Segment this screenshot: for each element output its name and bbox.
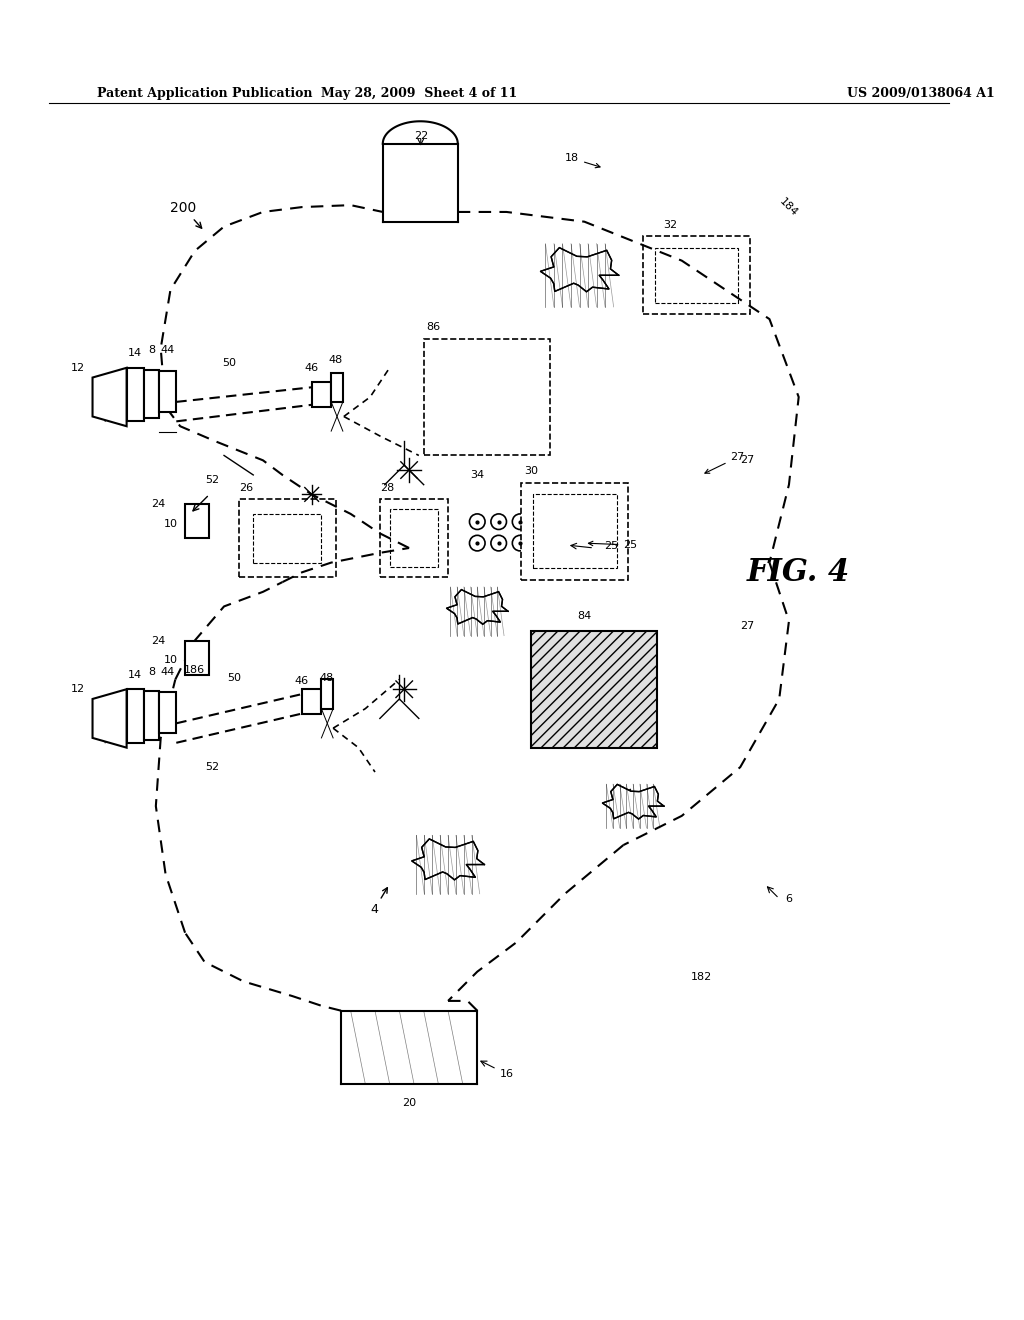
Text: 28: 28 [381,483,395,492]
Bar [302,689,322,714]
Text: 184: 184 [778,197,800,218]
Bar [530,631,657,747]
Text: 12: 12 [71,684,85,694]
Text: 8: 8 [148,346,156,355]
Text: 14: 14 [127,348,141,358]
FancyBboxPatch shape [127,368,144,421]
Text: 182: 182 [690,972,712,982]
Text: 10: 10 [164,519,177,528]
Bar [253,513,322,562]
Text: 52: 52 [205,762,219,772]
Polygon shape [92,368,127,426]
Text: 10: 10 [164,655,177,665]
Text: 22: 22 [414,131,428,141]
Text: 24: 24 [151,499,165,510]
Bar [311,383,331,407]
Text: 46: 46 [295,676,309,686]
Circle shape [512,513,528,529]
Bar [654,248,738,302]
Text: 34: 34 [470,470,484,480]
Circle shape [469,513,485,529]
Text: 44: 44 [161,346,175,355]
Text: 27: 27 [740,455,755,466]
Text: 50: 50 [222,358,236,368]
Text: 12: 12 [71,363,85,372]
Text: 27: 27 [740,620,755,631]
Text: 8: 8 [148,667,156,677]
Bar [239,499,336,577]
Text: 27: 27 [705,453,744,474]
Text: 46: 46 [304,363,318,372]
Text: 200: 200 [170,201,202,228]
Bar [159,371,176,412]
Text: 48: 48 [329,355,343,366]
Text: 44: 44 [161,667,175,677]
Bar [127,689,144,743]
Text: 26: 26 [240,483,254,492]
Bar [424,338,550,455]
Polygon shape [541,248,618,292]
Text: 6: 6 [785,894,793,904]
Bar [322,680,333,709]
Text: 14: 14 [127,669,141,680]
Bar [144,370,159,418]
Polygon shape [602,784,664,818]
Text: 4: 4 [370,888,387,916]
Text: US 2009/0138064 A1: US 2009/0138064 A1 [848,87,995,99]
Bar [331,372,343,401]
Circle shape [512,536,528,550]
Text: 25: 25 [604,541,618,550]
Text: 16: 16 [500,1069,513,1078]
Text: 25: 25 [589,540,638,550]
Polygon shape [92,689,127,747]
Text: 20: 20 [402,1098,416,1109]
Text: Patent Application Publication: Patent Application Publication [97,87,313,99]
Text: 186: 186 [184,665,206,675]
Text: 24: 24 [151,635,165,645]
Text: 18: 18 [565,153,600,168]
Bar [380,499,449,577]
Bar [643,236,750,314]
Bar [389,510,438,568]
Bar [185,504,210,539]
Circle shape [490,513,507,529]
Polygon shape [446,590,508,624]
Bar [159,692,176,733]
Text: 50: 50 [226,672,241,682]
Bar [521,483,629,579]
Circle shape [469,536,485,550]
Circle shape [490,536,507,550]
Text: 86: 86 [426,322,440,331]
Bar [532,495,616,569]
Text: 48: 48 [319,672,334,682]
Bar [144,692,159,741]
Text: 30: 30 [524,466,538,477]
Text: FIG. 4: FIG. 4 [748,557,850,587]
Bar [185,640,210,675]
Text: 52: 52 [205,475,219,484]
Polygon shape [412,840,484,880]
Text: 84: 84 [578,611,592,622]
Text: May 28, 2009  Sheet 4 of 11: May 28, 2009 Sheet 4 of 11 [321,87,517,99]
Text: 32: 32 [664,219,677,230]
